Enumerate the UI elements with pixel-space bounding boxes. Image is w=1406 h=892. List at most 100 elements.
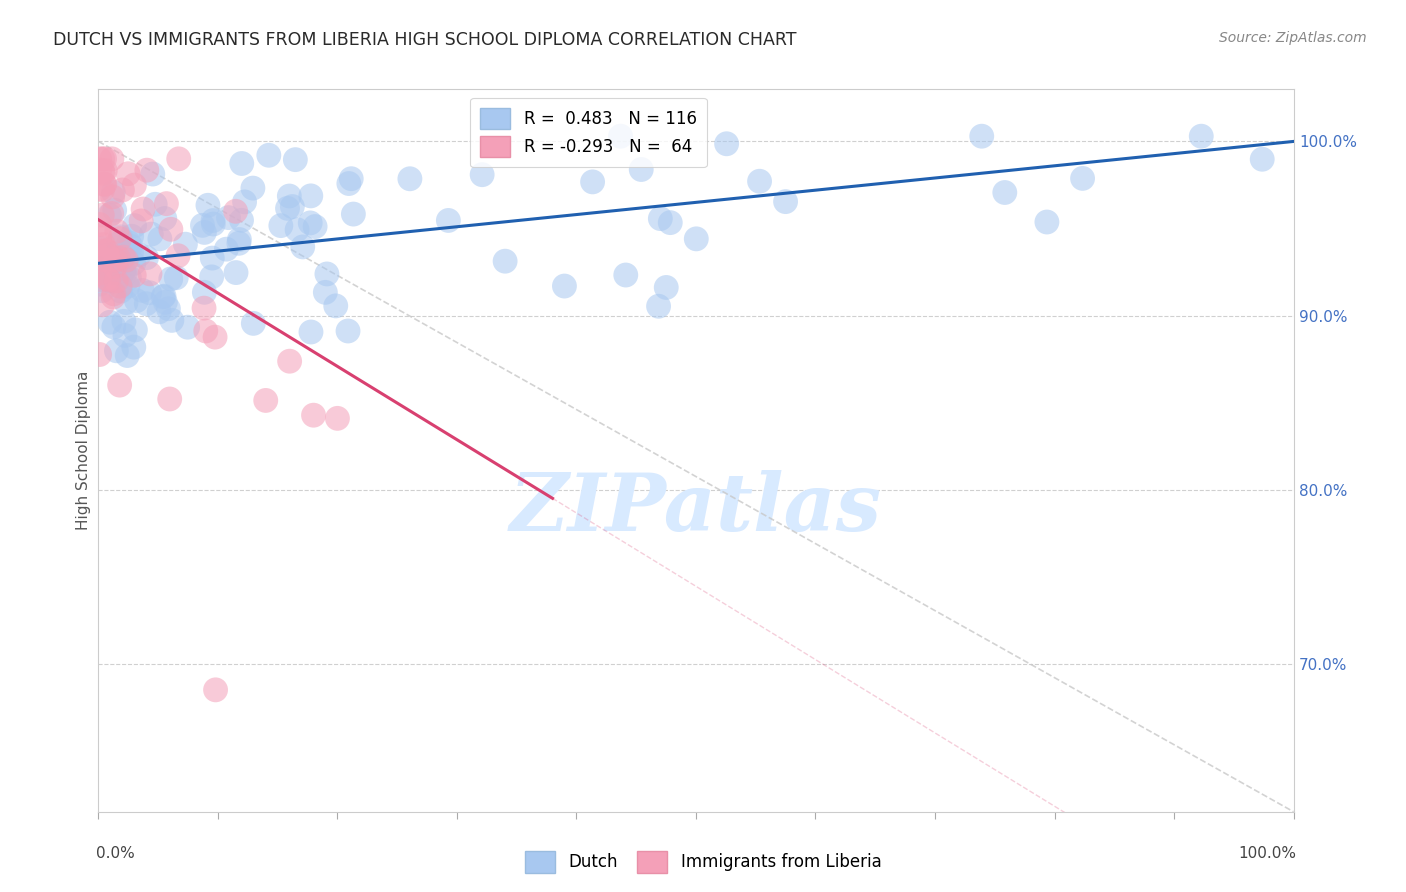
Legend: Dutch, Immigrants from Liberia: Dutch, Immigrants from Liberia: [517, 845, 889, 880]
Point: [89, 229, 111, 244]
Point: [110, 268, 132, 282]
Point: [110, 230, 132, 244]
Point: [89, 163, 111, 178]
Point: [304, 219, 326, 234]
Point: [98, 315, 121, 329]
Point: [96, 244, 118, 258]
Point: [1036, 215, 1059, 229]
Point: [114, 328, 136, 343]
Text: DUTCH VS IMMIGRANTS FROM LIBERIA HIGH SCHOOL DIPLOMA CORRELATION CHART: DUTCH VS IMMIGRANTS FROM LIBERIA HIGH SC…: [53, 31, 797, 49]
Point: [91, 164, 114, 178]
Point: [299, 189, 322, 203]
Point: [165, 270, 187, 285]
Point: [197, 198, 219, 212]
Point: [122, 340, 145, 354]
Point: [112, 250, 135, 264]
Legend: R =  0.483   N = 116, R = -0.293   N =  64: R = 0.483 N = 116, R = -0.293 N = 64: [470, 97, 707, 167]
Point: [659, 216, 682, 230]
Point: [91, 272, 114, 286]
Point: [108, 279, 131, 293]
Point: [124, 178, 146, 192]
Point: [337, 324, 360, 338]
Point: [204, 330, 226, 344]
Point: [325, 299, 347, 313]
Point: [231, 156, 253, 170]
Point: [270, 219, 292, 233]
Point: [132, 202, 155, 216]
Point: [105, 224, 128, 238]
Point: [91, 152, 114, 166]
Point: [108, 279, 131, 293]
Point: [141, 227, 163, 241]
Point: [748, 174, 770, 188]
Point: [326, 411, 349, 425]
Point: [93, 166, 115, 180]
Point: [228, 233, 250, 247]
Point: [101, 190, 124, 204]
Point: [302, 408, 325, 422]
Point: [160, 222, 183, 236]
Point: [143, 197, 166, 211]
Point: [100, 274, 122, 288]
Point: [135, 163, 157, 178]
Point: [122, 256, 145, 270]
Point: [257, 148, 280, 162]
Point: [314, 285, 336, 300]
Point: [340, 171, 363, 186]
Point: [104, 253, 127, 268]
Point: [107, 251, 129, 265]
Point: [112, 263, 135, 277]
Point: [135, 296, 157, 310]
Point: [89, 273, 111, 287]
Point: [91, 237, 114, 252]
Point: [775, 194, 797, 209]
Point: [91, 251, 114, 265]
Text: 0.0%: 0.0%: [96, 847, 135, 862]
Point: [337, 177, 360, 191]
Point: [90, 241, 112, 255]
Point: [89, 152, 111, 166]
Point: [647, 299, 669, 313]
Point: [114, 268, 136, 282]
Point: [281, 200, 304, 214]
Point: [291, 240, 314, 254]
Point: [201, 251, 224, 265]
Point: [1251, 153, 1274, 167]
Point: [94, 163, 117, 178]
Point: [167, 249, 190, 263]
Point: [122, 268, 145, 283]
Point: [1071, 171, 1094, 186]
Point: [105, 343, 128, 358]
Point: [231, 213, 253, 227]
Point: [94, 178, 117, 192]
Point: [115, 244, 138, 259]
Point: [97, 249, 120, 263]
Point: [94, 244, 117, 258]
Point: [125, 293, 148, 308]
Point: [299, 216, 322, 230]
Point: [215, 242, 238, 256]
Point: [129, 214, 152, 228]
Point: [153, 289, 176, 303]
Point: [285, 223, 308, 237]
Point: [160, 313, 183, 327]
Point: [609, 129, 631, 144]
Point: [193, 285, 215, 300]
Point: [152, 290, 174, 304]
Point: [91, 183, 114, 197]
Point: [242, 317, 264, 331]
Point: [89, 182, 111, 196]
Point: [108, 378, 131, 392]
Point: [650, 211, 672, 226]
Point: [115, 295, 138, 310]
Point: [276, 202, 298, 216]
Point: [201, 269, 224, 284]
Point: [342, 207, 364, 221]
Point: [121, 229, 143, 244]
Point: [553, 279, 575, 293]
Y-axis label: High School Diploma: High School Diploma: [76, 371, 91, 530]
Point: [101, 152, 124, 166]
Point: [98, 208, 121, 222]
Text: 100.0%: 100.0%: [1237, 847, 1296, 862]
Point: [159, 392, 181, 406]
